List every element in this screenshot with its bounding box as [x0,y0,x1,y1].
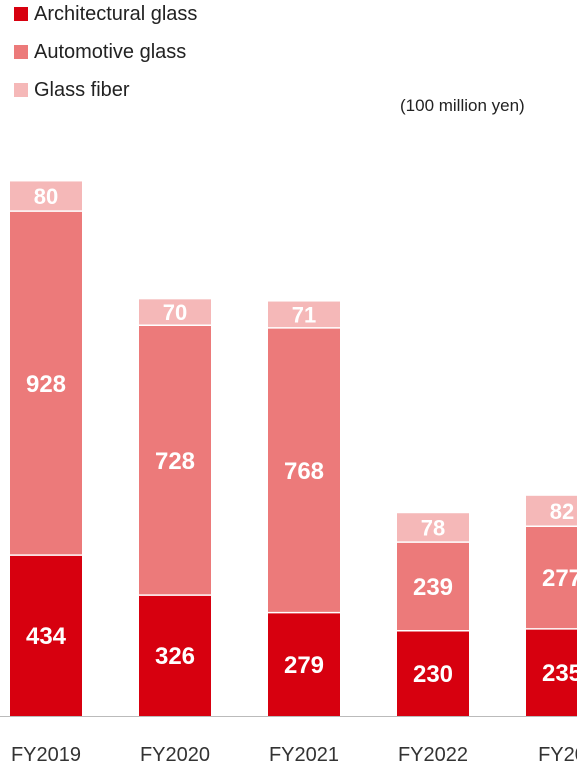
bar-fiber-1 [139,299,211,326]
bar-architectural-2 [268,612,340,716]
bar-architectural-3 [397,630,469,716]
value-label-architectural-2: 279 [284,652,324,679]
bar-fiber-4 [526,495,577,527]
value-label-automotive-4: 277 [542,565,577,592]
unit-label: (100 million yen) [400,96,525,115]
bar-automotive-3 [397,542,469,631]
legend-item-automotive: Automotive glass [14,40,197,63]
legend-swatch-architectural [14,7,28,21]
value-label-fiber-3: 78 [421,516,445,541]
value-label-automotive-1: 728 [155,448,195,475]
legend-item-architectural: Architectural glass [14,2,198,25]
bar-fiber-2 [268,301,340,328]
value-label-fiber-0: 80 [34,184,58,209]
value-label-architectural-4: 235 [542,660,577,687]
value-label-automotive-3: 239 [413,574,453,601]
legend-item-fiber: Glass fiber [14,78,197,101]
legend: Architectural glass Automotive glass Gla… [14,2,198,118]
x-tick-label-4: FY20 [538,744,577,766]
bar-architectural-1 [139,595,211,716]
bar-architectural-0 [10,555,82,716]
bar-automotive-0 [10,211,82,556]
x-tick-label-3: FY2022 [398,744,468,766]
legend-swatch-automotive [14,45,28,59]
legend-label-fiber: Glass fiber [34,78,130,101]
value-label-architectural-3: 230 [413,661,453,688]
value-label-fiber-4: 82 [550,499,574,524]
bar-fiber-3 [397,513,469,543]
value-label-fiber-2: 71 [292,303,316,328]
value-label-fiber-1: 70 [163,300,187,325]
bar-automotive-2 [268,327,340,613]
bar-fiber-0 [10,181,82,212]
legend-label-automotive: Automotive glass [34,40,187,63]
bar-automotive-1 [139,325,211,596]
x-tick-label-0: FY2019 [11,744,81,766]
value-label-architectural-1: 326 [155,643,195,670]
bar-architectural-4 [526,628,577,716]
x-tick-label-1: FY2020 [140,744,210,766]
legend-label-architectural: Architectural glass [34,2,198,25]
bar-automotive-4 [526,526,577,629]
value-label-automotive-0: 928 [26,371,66,398]
value-label-automotive-2: 768 [284,458,324,485]
x-tick-label-2: FY2021 [269,744,339,766]
value-label-architectural-0: 434 [26,623,67,650]
legend-swatch-fiber [14,83,28,97]
